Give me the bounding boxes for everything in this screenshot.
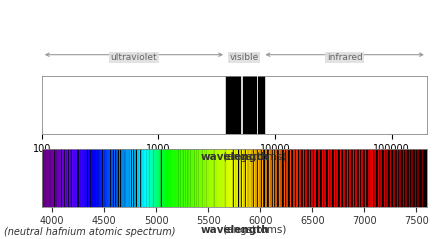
Text: visible: visible	[230, 53, 259, 62]
Text: (neutral hafnium atomic spectrum): (neutral hafnium atomic spectrum)	[4, 227, 176, 237]
Text: (angstroms): (angstroms)	[184, 225, 286, 235]
Text: wavelength: wavelength	[201, 225, 270, 235]
Text: ultraviolet: ultraviolet	[110, 53, 157, 62]
Text: wavelength: wavelength	[201, 152, 270, 162]
Text: infrared: infrared	[327, 53, 363, 62]
Bar	[226, 76, 264, 134]
Text: (angstroms): (angstroms)	[184, 152, 286, 162]
